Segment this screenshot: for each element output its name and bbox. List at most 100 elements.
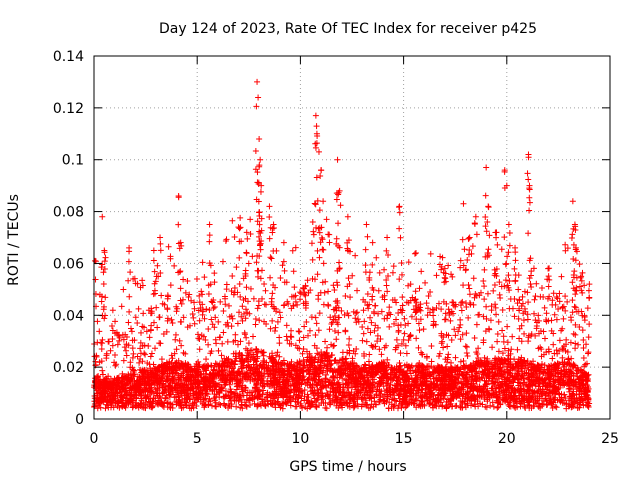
data-point <box>178 388 185 395</box>
data-point <box>140 324 147 331</box>
data-point <box>543 310 550 317</box>
data-point <box>413 384 420 391</box>
data-point <box>338 307 345 314</box>
data-point <box>141 350 148 357</box>
data-point <box>393 366 400 373</box>
data-point <box>107 347 114 354</box>
data-point <box>530 265 537 272</box>
data-point <box>558 327 565 334</box>
data-point <box>484 290 491 297</box>
data-point <box>457 321 464 328</box>
data-point <box>474 386 480 393</box>
data-point <box>516 305 523 312</box>
data-point <box>561 391 568 398</box>
data-point <box>118 303 125 310</box>
data-point <box>217 377 224 384</box>
data-point <box>449 384 456 391</box>
data-point <box>533 366 540 373</box>
data-point <box>288 293 295 300</box>
data-point <box>518 385 525 392</box>
data-point <box>501 368 508 375</box>
data-point <box>330 282 337 289</box>
data-point <box>197 305 204 312</box>
data-point <box>382 372 389 379</box>
data-point <box>497 382 504 389</box>
data-point <box>516 296 523 303</box>
data-point <box>435 391 442 398</box>
data-point <box>391 369 398 376</box>
data-point <box>380 398 387 405</box>
data-point <box>326 239 333 246</box>
data-point <box>96 359 103 366</box>
data-point <box>470 393 477 400</box>
data-point <box>277 274 284 281</box>
data-point <box>504 339 511 346</box>
data-point <box>153 273 160 280</box>
data-point <box>171 262 178 269</box>
data-point <box>347 294 354 301</box>
data-point <box>357 368 364 375</box>
data-point <box>99 371 106 378</box>
data-point <box>582 361 589 368</box>
data-point <box>539 383 546 390</box>
data-point <box>242 272 249 279</box>
data-point <box>330 386 337 393</box>
data-point <box>444 354 451 361</box>
data-point <box>234 320 241 327</box>
data-point <box>436 364 443 371</box>
data-point <box>495 318 502 325</box>
data-point <box>156 314 163 321</box>
data-point <box>430 307 437 314</box>
data-point <box>109 327 116 334</box>
data-point <box>562 241 569 248</box>
data-point <box>393 344 400 351</box>
data-point <box>417 374 424 381</box>
data-point <box>415 368 422 375</box>
data-point <box>532 382 539 389</box>
data-point <box>440 390 447 397</box>
data-point <box>235 398 242 405</box>
data-point <box>228 372 235 379</box>
data-point <box>481 296 488 303</box>
data-point <box>254 403 261 410</box>
data-point <box>471 401 478 408</box>
data-point <box>495 348 502 355</box>
data-point <box>323 216 330 223</box>
data-point <box>393 398 400 405</box>
data-point <box>530 369 537 376</box>
data-point <box>259 364 266 371</box>
data-point <box>494 370 501 377</box>
data-point <box>168 316 175 323</box>
data-point <box>239 352 246 359</box>
data-point <box>153 400 160 407</box>
data-point <box>189 385 196 392</box>
data-point <box>123 352 130 359</box>
data-point <box>159 300 166 307</box>
data-point <box>464 388 471 395</box>
data-point <box>175 376 182 383</box>
data-point <box>383 342 390 349</box>
data-point <box>475 345 482 352</box>
data-point <box>164 399 171 406</box>
data-point <box>247 231 254 238</box>
data-point <box>123 391 130 398</box>
data-point <box>159 361 166 368</box>
data-point <box>568 397 575 404</box>
data-point <box>403 392 410 399</box>
data-point <box>211 279 218 286</box>
data-point <box>397 350 404 357</box>
data-point <box>384 356 391 363</box>
data-point <box>450 310 457 317</box>
data-point <box>150 319 157 326</box>
data-point <box>551 379 558 386</box>
data-point <box>249 253 256 260</box>
data-point <box>405 259 412 266</box>
data-point <box>213 340 220 347</box>
data-point <box>554 376 561 383</box>
data-point <box>541 389 548 396</box>
data-point <box>199 291 206 298</box>
data-point <box>361 361 368 368</box>
data-point <box>341 362 348 369</box>
data-point <box>150 361 157 368</box>
data-point <box>475 311 482 318</box>
